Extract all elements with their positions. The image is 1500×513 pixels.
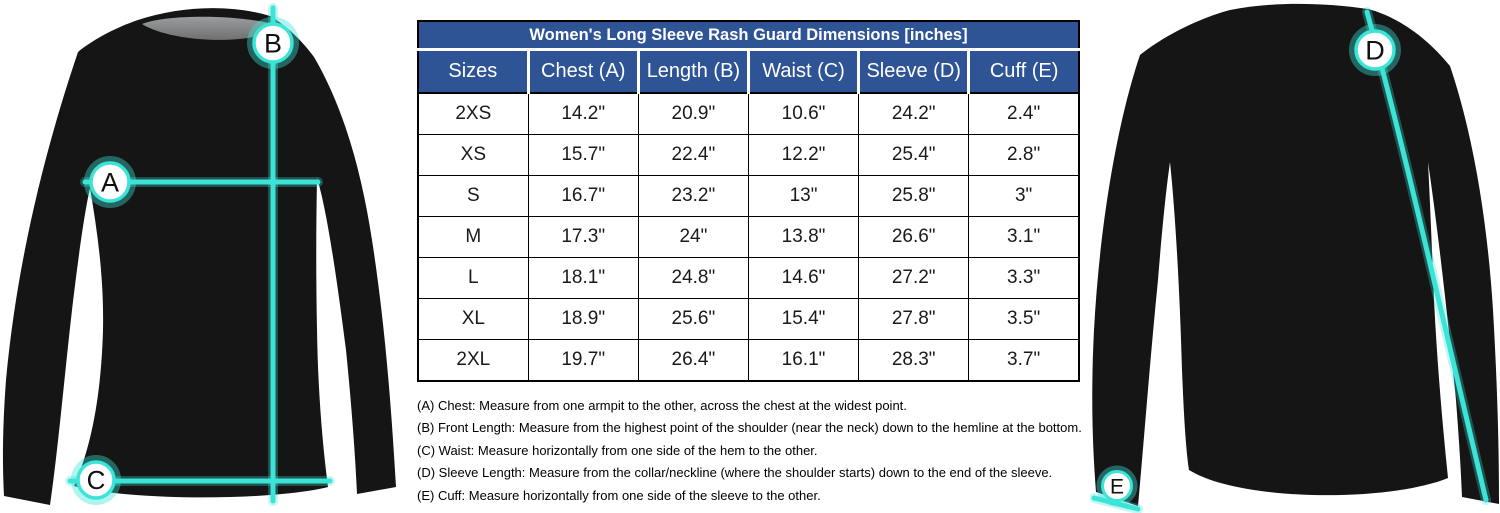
size-label: 2XS (417, 92, 529, 135)
header-chest: Chest (A) (526, 49, 639, 94)
size-label: L (417, 257, 529, 299)
collar-opening (142, 16, 282, 40)
size-dimensions-table: Women's Long Sleeve Rash Guard Dimension… (417, 20, 1080, 382)
marker-letter-c: C (87, 465, 106, 495)
size-row-xl: XL 18.9" 25.6" 15.4" 27.8" 3.5" (417, 298, 1080, 340)
dimension-value: 15.4" (747, 298, 860, 340)
marker-C: C (71, 455, 121, 505)
table-header-row: Sizes Chest (A) Length (B) Waist (C) Sle… (418, 49, 1079, 94)
marker-letter-d: D (1365, 36, 1385, 66)
dimension-value: 24" (637, 216, 749, 258)
shirt-front-silhouette (2, 8, 397, 505)
size-row-m: M 17.3" 24" 13.8" 26.6" 3.1" (417, 216, 1080, 258)
dimension-value: 3.1" (968, 216, 1080, 258)
measurement-lines-back (1089, 7, 1491, 513)
dimension-value: 18.9" (527, 298, 639, 340)
size-label: M (417, 216, 529, 258)
dimension-value: 28.3" (858, 339, 970, 382)
measurement-notes: (A) Chest: Measure from one armpit to th… (417, 395, 1097, 507)
size-label: 2XL (417, 339, 529, 382)
dimension-value: 16.7" (527, 175, 639, 217)
shirt-back-view: D E (1089, 0, 1500, 513)
dimension-value: 17.3" (527, 216, 639, 258)
dimension-value: 14.2" (527, 92, 639, 135)
dimension-value: 12.2" (747, 134, 860, 176)
shirt-back-silhouette (1092, 3, 1499, 507)
dimension-value: 10.6" (747, 92, 860, 135)
marker-A: A (84, 156, 136, 208)
dimension-value: 3" (968, 175, 1080, 217)
dimension-value: 14.6" (747, 257, 860, 299)
marker-letter-e: E (1110, 476, 1124, 499)
dimension-value: 16.1" (747, 339, 860, 382)
dimension-value: 23.2" (637, 175, 749, 217)
dimension-value: 19.7" (527, 339, 639, 382)
header-sizes: Sizes (418, 49, 529, 94)
note-line-d: (D) Sleeve Length: Measure from the coll… (417, 465, 1053, 481)
header-sleeve: Sleeve (D) (857, 49, 969, 94)
header-waist: Waist (C) (746, 49, 859, 94)
note-line-c: (C) Waist: Measure horizontally from one… (417, 442, 818, 458)
dimension-value: 3.7" (968, 339, 1080, 382)
size-label: XL (417, 298, 529, 340)
sleeve-line-D (1364, 9, 1489, 503)
marker-letter-a: A (101, 168, 119, 198)
header-cuff: Cuff (E) (967, 49, 1079, 94)
dimension-value: 2.8" (968, 134, 1080, 176)
dimension-value: 25.6" (637, 298, 749, 340)
size-row-2xl: 2XL 19.7" 26.4" 16.1" 28.3" 3.7" (417, 339, 1080, 382)
dimension-value: 24.8" (637, 257, 749, 299)
size-row-xs: XS 15.7" 22.4" 12.2" 25.4" 2.8" (417, 134, 1080, 176)
dimension-value: 25.4" (858, 134, 970, 176)
dimension-value: 27.2" (858, 257, 970, 299)
marker-D: D (1349, 24, 1401, 76)
table-body: 2XS 14.2" 20.9" 10.6" 24.2" 2.4" XS 15.7" 22.4" 1… (417, 92, 1080, 382)
dimension-value: 22.4" (637, 134, 749, 176)
dimension-value: 3.5" (968, 298, 1080, 340)
dimension-value: 26.6" (858, 216, 970, 258)
marker-letter-b: B (264, 29, 282, 59)
shirt-back-illustration: D E (1089, 3, 1499, 513)
shirt-front-illustration: A B C (2, 3, 397, 506)
note-line-e: (E) Cuff: Measure horizontally from one … (417, 487, 821, 503)
shirt-front-view: A B C (0, 0, 400, 513)
header-length: Length (B) (636, 49, 749, 94)
note-line-a: (A) Chest: Measure from one armpit to th… (417, 398, 907, 413)
dimension-value: 15.7" (527, 134, 639, 176)
dimension-value: 26.4" (637, 339, 749, 382)
dimension-value: 13.8" (747, 216, 860, 258)
size-row-s: S 16.7" 23.2" 13" 25.8" 3" (417, 175, 1080, 217)
dimension-value: 18.1" (527, 257, 639, 299)
marker-E: E (1096, 465, 1138, 507)
dimension-value: 27.8" (858, 298, 970, 340)
size-label: XS (417, 134, 529, 176)
dimension-value: 25.8" (858, 175, 970, 217)
dimension-value: 13" (747, 175, 860, 217)
note-line-b: (B) Front Length: Measure from the highe… (417, 420, 1082, 436)
marker-B: B (247, 17, 299, 69)
size-row-l: L 18.1" 24.8" 14.6" 27.2" 3.3" (417, 257, 1080, 299)
size-row-2xs: 2XS 14.2" 20.9" 10.6" 24.2" 2.4" (417, 92, 1080, 135)
dimension-value: 20.9" (637, 92, 749, 135)
cuff-line-E (1091, 495, 1141, 512)
dimension-value: 3.3" (968, 257, 1080, 299)
table-title: Women's Long Sleeve Rash Guard Dimension… (417, 20, 1080, 51)
dimension-value: 24.2" (858, 92, 970, 135)
dimension-value: 2.4" (968, 92, 1080, 135)
size-label: S (417, 175, 529, 217)
